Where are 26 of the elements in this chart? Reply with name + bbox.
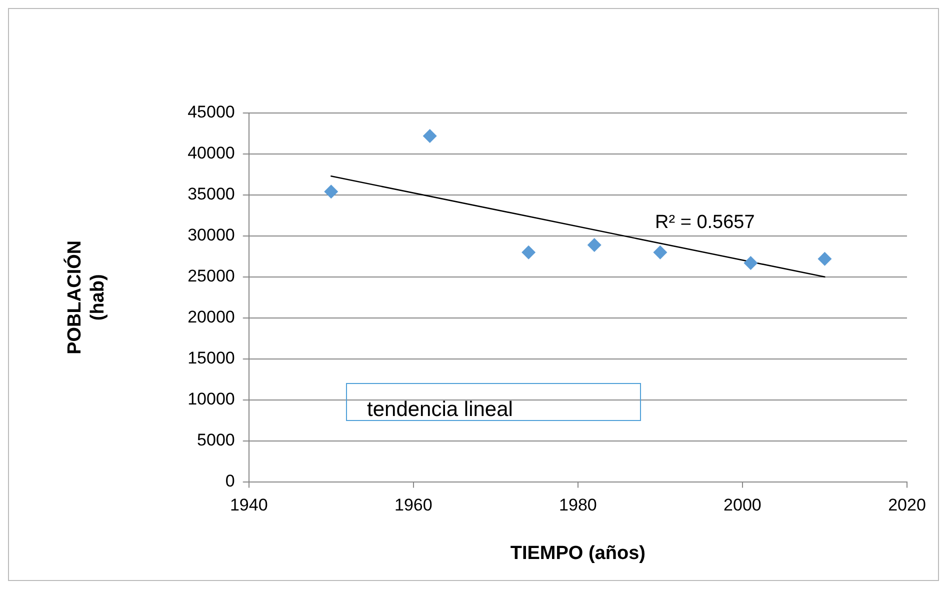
annotation: tendencia lineal: [346, 383, 641, 421]
x-tick-label: 2000: [724, 496, 762, 515]
annotation: R² = 0.5657: [655, 212, 755, 234]
point: [324, 184, 338, 199]
point: [522, 245, 536, 260]
y-tick-label: 45000: [188, 102, 235, 122]
y-axis-title: POBLACIÓN (hab): [64, 240, 108, 354]
y-tick-label: 20000: [188, 308, 235, 327]
x-axis-title: TIEMPO (años): [510, 542, 646, 564]
y-tick-label: 30000: [188, 226, 235, 245]
y-tick-label: 0: [225, 471, 235, 490]
point: [587, 238, 602, 252]
x-tick-label: 1960: [394, 496, 432, 515]
point: [744, 256, 758, 270]
y-tick-label: 10000: [188, 390, 235, 409]
x-tick-label: 1940: [230, 496, 268, 515]
y-tick-label: 35000: [188, 184, 235, 204]
y-tick-label: 15000: [188, 348, 235, 368]
x-tick-label: 2020: [888, 496, 926, 515]
point: [818, 252, 832, 266]
point: [422, 128, 437, 143]
y-tick-label: 25000: [188, 266, 235, 286]
y-tick-label: 5000: [197, 430, 235, 450]
point: [653, 245, 668, 260]
x-tick-label: 1980: [559, 496, 597, 515]
y-tick-label: 40000: [188, 144, 235, 163]
